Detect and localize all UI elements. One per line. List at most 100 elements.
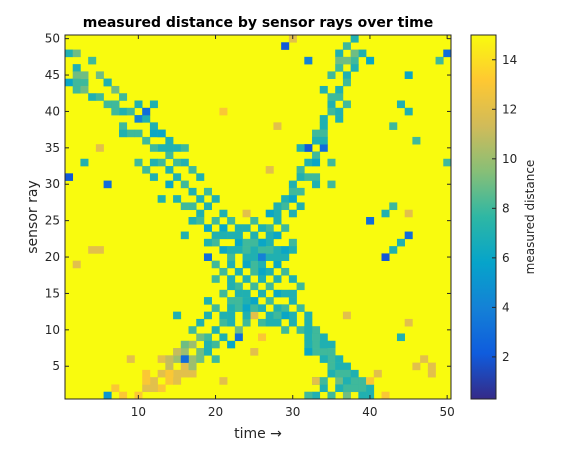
heatmap-cell: [111, 384, 120, 393]
heatmap-cell: [350, 56, 359, 65]
heatmap-cell: [342, 391, 351, 400]
heatmap-cell: [227, 217, 236, 225]
y-tick-label: 30: [45, 177, 60, 191]
heatmap-cell: [258, 333, 267, 342]
heatmap-cell: [142, 107, 151, 116]
heatmap-cell: [72, 85, 81, 94]
heatmap-cell: [165, 377, 174, 385]
heatmap-cell: [265, 166, 274, 174]
heatmap-cell: [211, 304, 220, 312]
heatmap-cell: [119, 122, 128, 130]
heatmap-cell: [165, 369, 174, 378]
heatmap-cell: [203, 297, 212, 305]
heatmap-cell: [126, 107, 135, 116]
heatmap-cell: [350, 384, 359, 393]
x-tick-label: 10: [131, 405, 146, 419]
heatmap-cell: [119, 129, 128, 138]
heatmap-cell: [319, 333, 328, 342]
heatmap-cell: [134, 129, 143, 138]
heatmap-cell: [227, 318, 236, 327]
heatmap-cell: [335, 355, 344, 363]
heatmap-cell: [149, 129, 158, 138]
heatmap-cell: [188, 202, 197, 211]
heatmap-cell: [196, 318, 205, 327]
heatmap-cell: [327, 158, 336, 167]
heatmap-cell: [358, 384, 367, 393]
heatmap-cell: [273, 275, 282, 283]
heatmap-cell: [381, 209, 390, 218]
heatmap-cell: [304, 311, 313, 320]
heatmap-cell: [312, 348, 321, 356]
heatmap-cell: [196, 348, 205, 356]
heatmap-cell: [65, 173, 74, 181]
heatmap-cell: [227, 282, 236, 291]
heatmap-cell: [211, 231, 220, 240]
heatmap-cell: [250, 238, 259, 247]
heatmap-cell: [304, 348, 313, 356]
heatmap-cell: [281, 311, 290, 320]
colorbar-tick-label: 8: [502, 201, 510, 215]
heatmap-cell: [72, 49, 81, 58]
heatmap-cell: [196, 333, 205, 342]
heatmap-cell: [319, 377, 328, 385]
heatmap-cell: [157, 369, 166, 378]
heatmap-cell: [327, 355, 336, 363]
heatmap-cell: [65, 49, 74, 58]
heatmap-cell: [188, 362, 197, 371]
heatmap-cell: [142, 377, 151, 385]
heatmap-cell: [157, 129, 166, 138]
heatmap-cell: [173, 348, 182, 356]
heatmap-cell: [304, 340, 313, 349]
heatmap-cell: [149, 173, 158, 181]
heatmap-cell: [281, 267, 290, 276]
heatmap-cell: [250, 297, 259, 305]
heatmap-cell: [327, 362, 336, 371]
heatmap-cell: [312, 377, 321, 385]
heatmap-cell: [342, 71, 351, 79]
heatmap-cell: [288, 297, 297, 305]
heatmap-cell: [242, 297, 251, 305]
heatmap-cell: [180, 355, 189, 363]
heatmap-cell: [335, 93, 344, 101]
heatmap-cell: [304, 158, 313, 167]
colorbar-tick-label: 4: [502, 300, 510, 314]
heatmap-cell: [350, 49, 359, 58]
heatmap-cell: [396, 100, 405, 109]
heatmap-cell: [173, 377, 182, 385]
heatmap-cell: [234, 289, 243, 298]
heatmap-cell: [389, 246, 398, 254]
heatmap-cell: [242, 311, 251, 320]
heatmap-cell: [265, 238, 274, 247]
heatmap-cell: [219, 311, 228, 320]
heatmap-cell: [404, 231, 413, 240]
heatmap-cell: [173, 173, 182, 181]
heatmap-cell: [242, 253, 251, 261]
heatmap-cell: [319, 115, 328, 123]
heatmap-cell: [304, 333, 313, 342]
heatmap-cell: [312, 158, 321, 167]
heatmap-cell: [327, 93, 336, 101]
heatmap-cell: [296, 304, 305, 312]
heatmap-cell: [211, 275, 220, 283]
heatmap-cell: [281, 42, 290, 50]
heatmap-cell: [281, 224, 290, 232]
heatmap-cell: [312, 391, 321, 400]
heatmap-cell: [265, 267, 274, 276]
heatmap-cell: [95, 71, 104, 79]
heatmap-cell: [273, 122, 282, 130]
heatmap-cell: [165, 144, 174, 152]
heatmap-cell: [165, 166, 174, 174]
chart-title: measured distance by sensor rays over ti…: [83, 15, 433, 31]
heatmap-cell: [288, 195, 297, 203]
heatmap-cell: [234, 224, 243, 232]
heatmap-cell: [211, 217, 220, 225]
heatmap-cell: [350, 64, 359, 72]
heatmap-cell: [203, 238, 212, 247]
heatmap-cell: [103, 391, 112, 400]
heatmap-cell: [319, 85, 328, 94]
heatmap-cell: [250, 231, 259, 240]
heatmap-cell: [211, 238, 220, 247]
heatmap-cell: [219, 267, 228, 276]
heatmap-cell: [227, 311, 236, 320]
heatmap-cell: [80, 85, 89, 94]
